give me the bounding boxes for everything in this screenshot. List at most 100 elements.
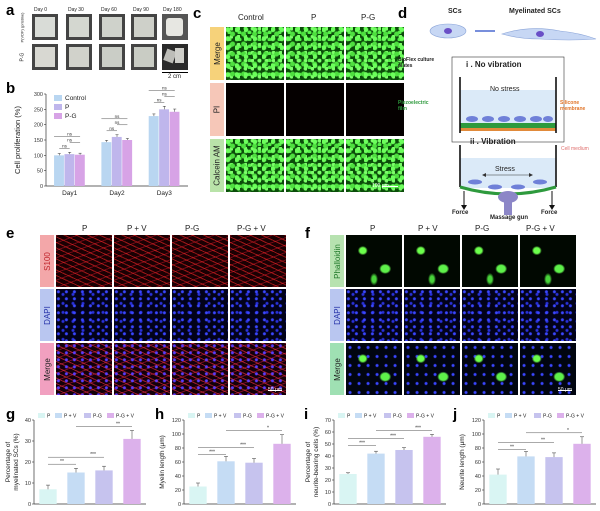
row-label-pg: P-G xyxy=(18,52,25,62)
e-img-dapi-pgv xyxy=(230,289,286,341)
legend-label: P xyxy=(347,414,351,420)
y-tick-label: 80 xyxy=(475,446,481,452)
e-scale: 50 μm xyxy=(268,387,282,393)
f-row-phalloidin: Phalloidin xyxy=(330,235,344,287)
legend-swatch xyxy=(234,413,241,418)
sig-label: ** xyxy=(60,459,64,465)
sig-label: ns xyxy=(62,143,68,148)
label-scs: SCs xyxy=(448,8,462,15)
e-row-merge: Merge xyxy=(40,343,54,395)
sig-label: ns xyxy=(162,85,168,90)
y-axis-label: Cell proliferation (%) xyxy=(13,106,22,174)
f-img-merge-pgv xyxy=(520,343,576,395)
photo-pg-day180 xyxy=(162,44,188,70)
label-no-stress: No stress xyxy=(490,86,520,93)
legend-swatch xyxy=(257,413,264,418)
e-img-merge-pgv xyxy=(230,343,286,395)
y-tick-label: 120 xyxy=(472,418,481,424)
panel-label-h: h xyxy=(155,406,165,423)
bar xyxy=(169,111,180,186)
col-label-day0: Day 0 xyxy=(34,7,48,13)
label-bioflex: BioFlex culture plates xyxy=(398,57,435,69)
legend-swatch xyxy=(488,413,495,418)
legend-label: Control xyxy=(65,95,87,102)
f-img-dapi-pgv xyxy=(520,289,576,341)
chart-g-myelinated-scs: 0 10 20 30 40 Percentage of myelinated SCs (%)… xyxy=(5,413,146,508)
bar xyxy=(245,462,263,504)
sig-label: ** xyxy=(510,445,514,451)
col-label-day60: Day 60 xyxy=(101,7,117,13)
f-img-phal-pgv xyxy=(520,235,576,287)
sig-label: ns xyxy=(67,137,73,142)
photo-p-day60 xyxy=(99,14,125,40)
f-img-merge-pg xyxy=(462,343,518,395)
y-axis-label: Myelin length (μm) xyxy=(159,435,166,489)
e-img-merge-pv xyxy=(114,343,170,395)
col-label-day30: Day 30 xyxy=(68,7,84,13)
chart-i-neurite-bearing: 0 10 20 30 40 50 60 70 Percentage of neurite-bear… xyxy=(305,413,446,508)
label-force-left: Force xyxy=(452,210,469,216)
panel-label-f: f xyxy=(305,225,310,242)
bar xyxy=(101,142,112,186)
label-force-right: Force xyxy=(541,210,558,216)
y-tick-label: 120 xyxy=(172,418,181,424)
f-row-dapi: DAPI xyxy=(330,289,344,341)
scale-bar xyxy=(162,72,188,73)
y-tick-label: 40 xyxy=(325,454,331,460)
bar xyxy=(423,436,441,504)
y-axis-label: Percentage of xyxy=(5,442,12,483)
bar xyxy=(111,136,122,186)
sig-label: *** xyxy=(240,442,246,448)
legend-label: P + V xyxy=(364,414,377,420)
e-img-s100-pg xyxy=(172,235,228,287)
panel-label-g: g xyxy=(6,406,16,423)
y-tick-label: 10 xyxy=(325,490,331,496)
label-no-vibration: i . No vibration xyxy=(466,60,522,69)
sig-label: *** xyxy=(390,434,396,440)
micrograph-pi-p xyxy=(286,83,344,136)
sig-label: ns xyxy=(109,126,115,131)
sig-label: * xyxy=(567,428,569,434)
f-img-merge-p xyxy=(346,343,402,395)
bar xyxy=(517,456,535,504)
legend-label: P xyxy=(497,414,501,420)
f-scale: 50 μm xyxy=(558,387,572,393)
legend-swatch xyxy=(407,413,414,418)
panel-label-j: j xyxy=(453,406,458,423)
y-tick-label: 80 xyxy=(175,446,181,452)
legend-label: P-G xyxy=(93,414,102,420)
bar xyxy=(217,461,235,504)
sig-label: ** xyxy=(541,438,545,444)
y-tick-label: 70 xyxy=(325,418,331,424)
f-img-merge-pv xyxy=(404,343,460,395)
y-tick-label: 100 xyxy=(472,432,481,438)
photo-p-day180 xyxy=(162,14,188,40)
y-tick-label: 100 xyxy=(34,153,43,159)
f-col-p: P xyxy=(370,224,376,233)
bar xyxy=(189,486,207,504)
legend-swatch xyxy=(55,413,62,418)
e-img-dapi-p xyxy=(56,289,112,341)
micrograph-merge-control xyxy=(226,27,284,80)
legend-label: P-G + V xyxy=(266,414,285,420)
chart-b-proliferation: 0 50 100 150 200 250 300 Cell proliferation (%)… xyxy=(13,85,188,197)
panel-label-e: e xyxy=(6,225,15,242)
scale-label: 2 cm xyxy=(168,74,182,80)
panel-label-c: c xyxy=(193,5,202,22)
y-tick-label: 30 xyxy=(325,466,331,472)
e-col-pgv: P-G + V xyxy=(237,224,266,233)
legend-label: P xyxy=(65,104,69,111)
e-img-merge-p xyxy=(56,343,112,395)
photo-pg-day30 xyxy=(66,44,92,70)
legend-swatch xyxy=(38,413,45,418)
legend-label: P-G xyxy=(243,414,252,420)
f-col-pgv: P-G + V xyxy=(526,224,555,233)
f-img-phal-pg xyxy=(462,235,518,287)
e-col-p: P xyxy=(82,224,88,233)
f-img-dapi-p xyxy=(346,289,402,341)
y-axis-label: neurite-bearing cells (%) xyxy=(313,427,320,497)
y-tick-label: 250 xyxy=(34,107,43,113)
photo-p-day0 xyxy=(32,14,58,40)
schematic-d xyxy=(429,23,597,215)
f-img-phal-pv xyxy=(404,235,460,287)
